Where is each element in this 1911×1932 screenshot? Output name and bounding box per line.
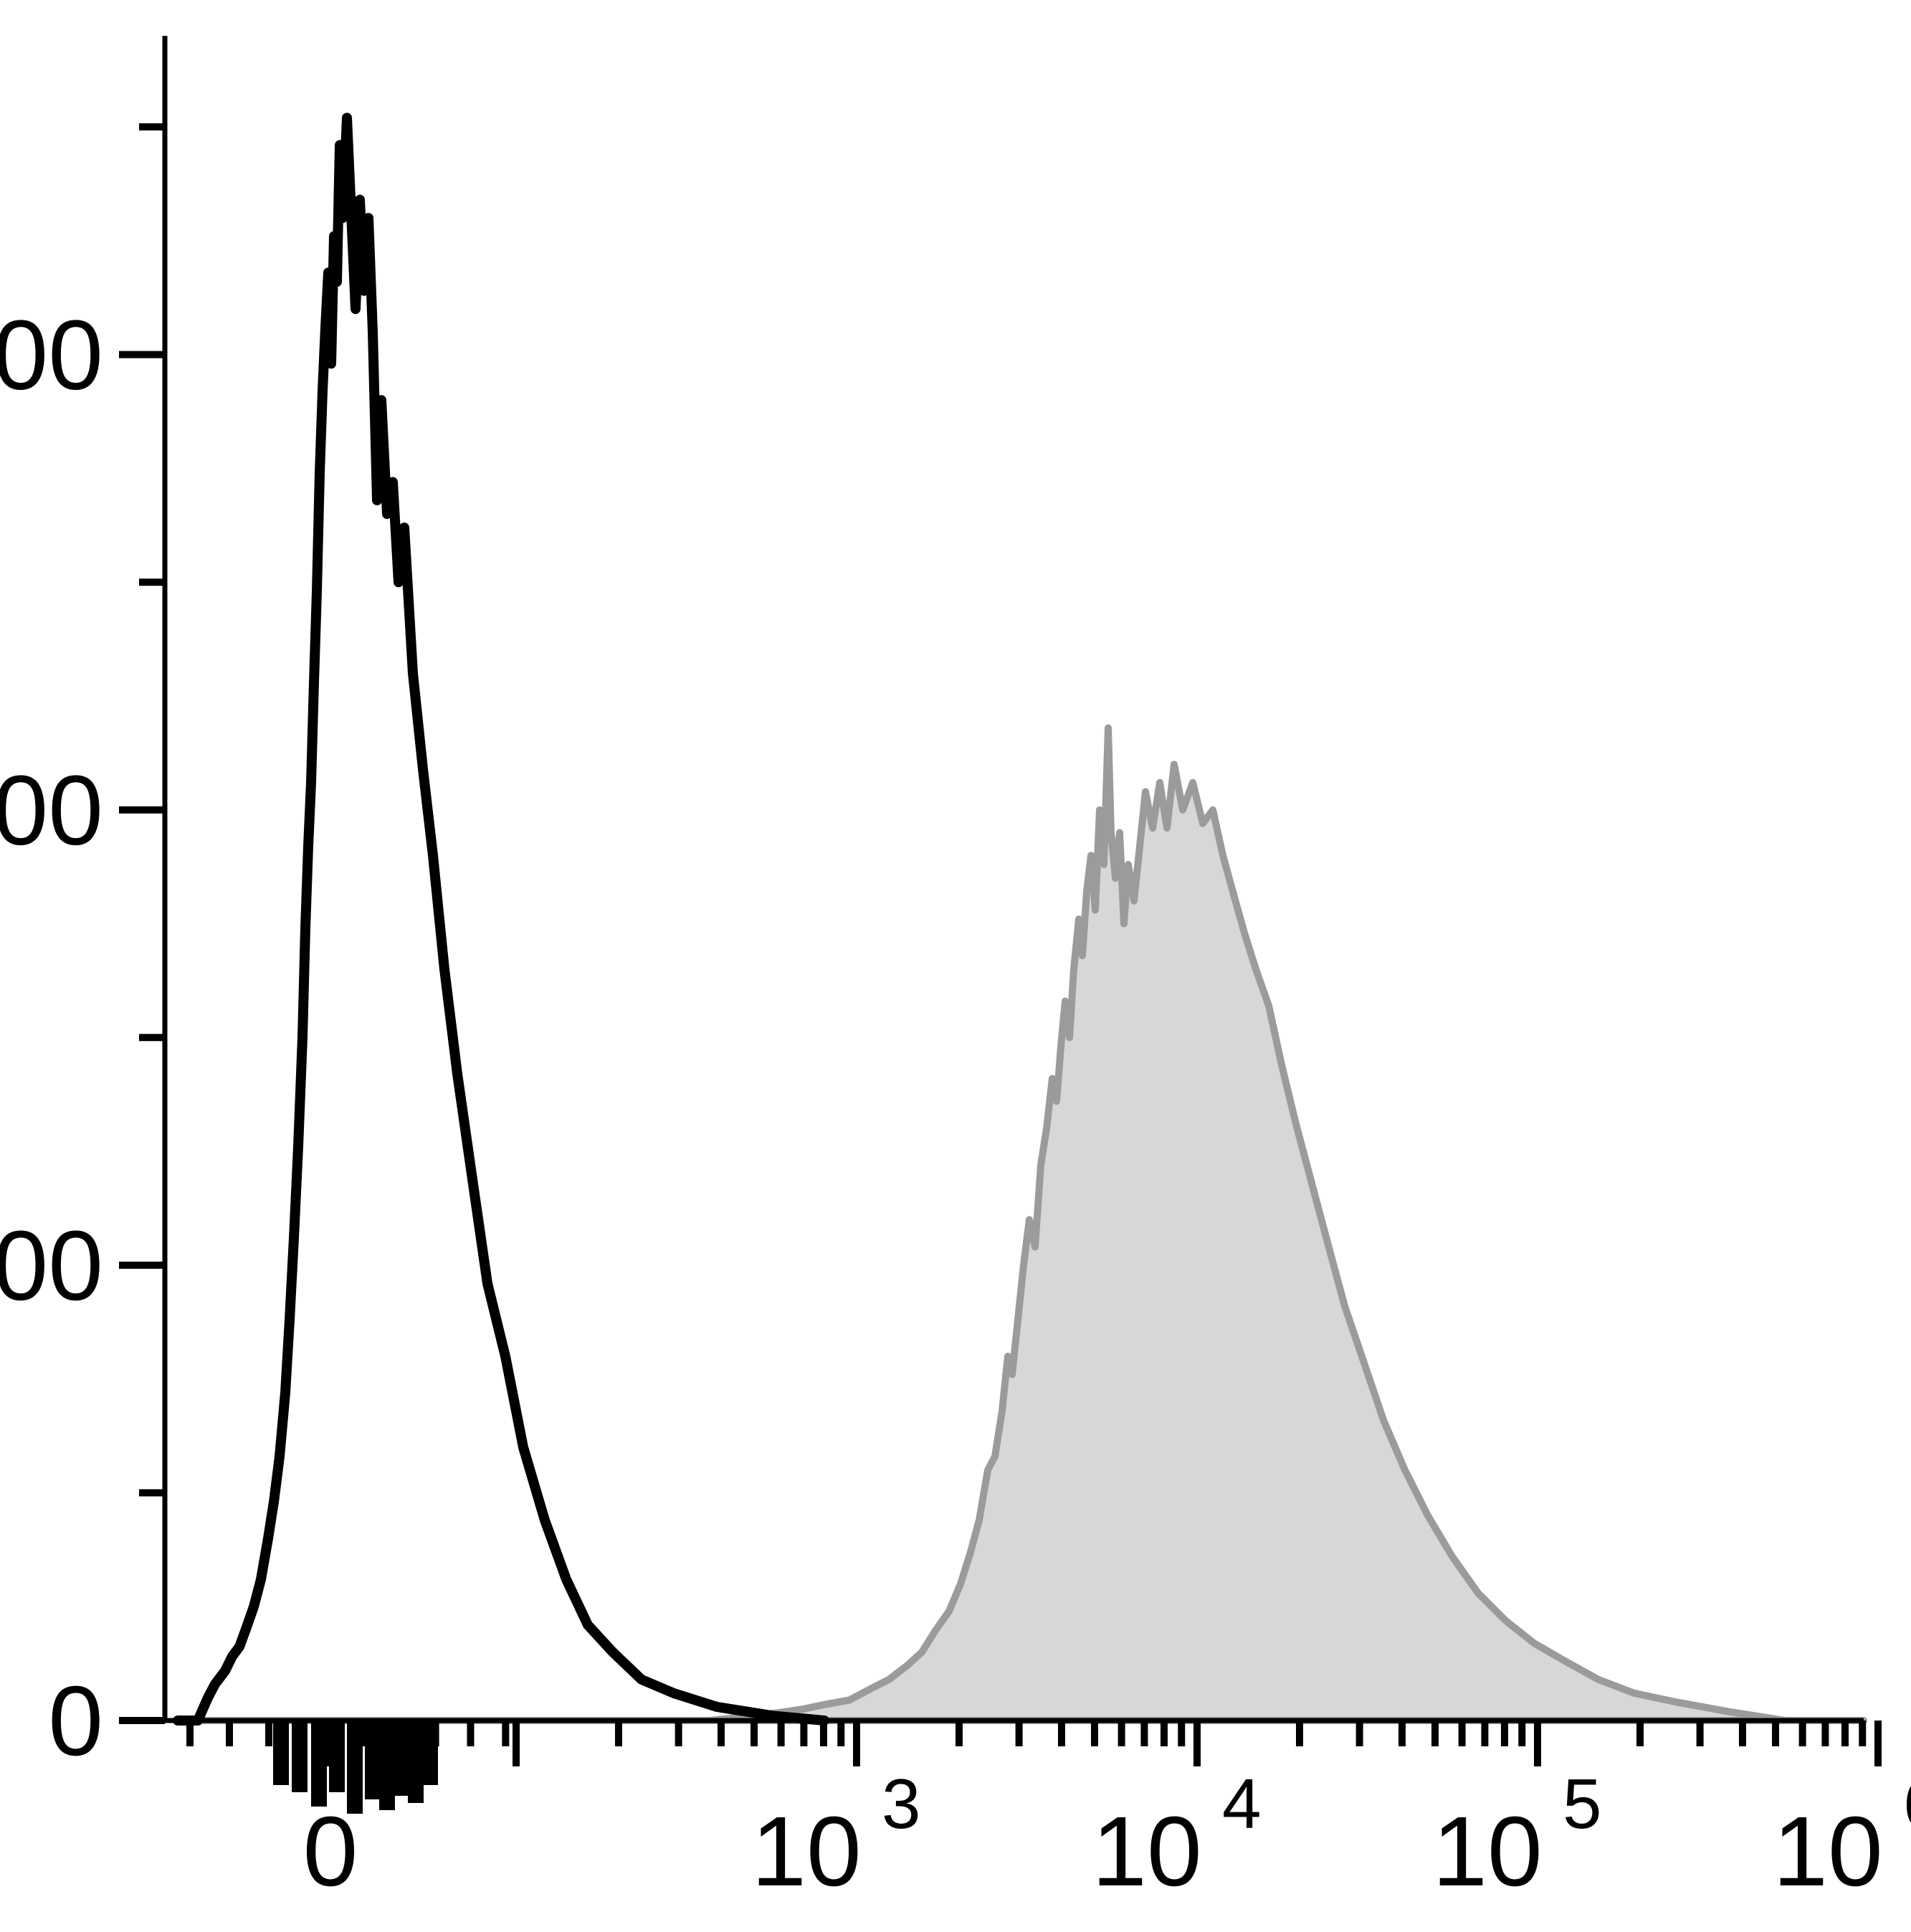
svg-text:10: 10 xyxy=(1092,1797,1202,1907)
svg-text:10: 10 xyxy=(751,1797,862,1907)
x-tick-label: 10 6 xyxy=(1773,1764,1911,1907)
svg-text:10: 10 xyxy=(1432,1797,1543,1907)
svg-text:6: 6 xyxy=(1903,1764,1911,1843)
y-tick-label: 200 xyxy=(0,756,103,866)
x-tick-label: 10 5 xyxy=(1432,1764,1601,1907)
svg-text:4: 4 xyxy=(1222,1764,1262,1843)
flow-cytometry-histogram: 0 100 200 300 0 10 3 10 4 10 5 10 6 xyxy=(0,0,1911,1932)
y-tick-label: 100 xyxy=(0,1211,103,1321)
x-tick-label: 10 4 xyxy=(1092,1764,1261,1907)
svg-text:10: 10 xyxy=(1773,1797,1883,1907)
x-tick-label: 0 xyxy=(303,1797,358,1907)
series-control-unstained xyxy=(178,118,824,1721)
svg-text:5: 5 xyxy=(1563,1764,1602,1843)
y-tick-label: 0 xyxy=(48,1666,103,1776)
x-tick-label: 10 3 xyxy=(751,1764,920,1907)
svg-text:3: 3 xyxy=(882,1764,921,1843)
y-tick-label: 300 xyxy=(0,300,103,411)
